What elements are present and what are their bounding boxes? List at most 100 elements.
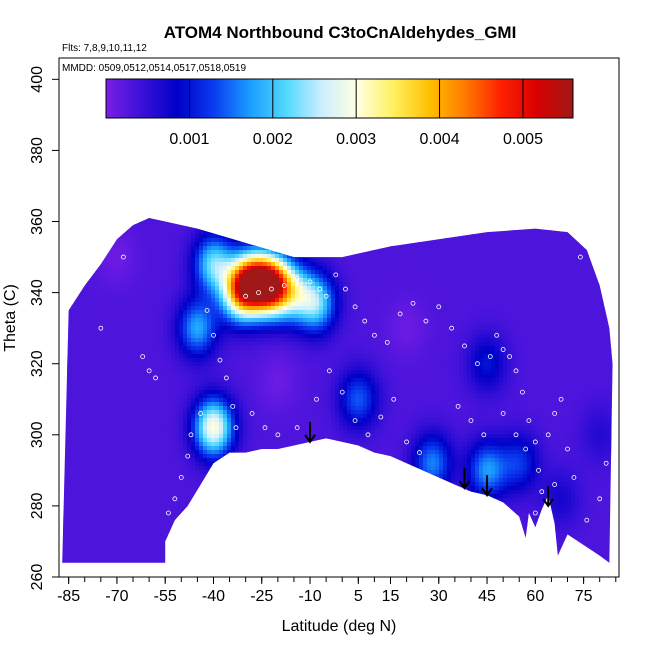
field-cell <box>275 194 279 198</box>
field-cell <box>303 66 307 70</box>
field-cell <box>391 74 395 78</box>
field-cell <box>603 110 607 114</box>
field-cell <box>231 74 235 78</box>
field-cell <box>267 170 271 174</box>
field-cell <box>163 190 167 194</box>
field-cell <box>111 158 115 162</box>
field-cell <box>427 182 431 186</box>
field-cell <box>579 106 583 110</box>
field-cell <box>595 66 599 70</box>
field-cell <box>231 158 235 162</box>
field-cell <box>123 190 127 194</box>
field-cell <box>311 66 315 70</box>
field-cell <box>67 118 71 122</box>
field-cell <box>167 174 171 178</box>
field-cell <box>219 150 223 154</box>
field-cell <box>95 138 99 142</box>
field-cell <box>223 118 227 122</box>
field-cell <box>275 182 279 186</box>
field-cell <box>403 158 407 162</box>
field-cell <box>79 174 83 178</box>
field-cell <box>259 70 263 74</box>
field-cell <box>227 178 231 182</box>
field-cell <box>435 154 439 158</box>
field-cell <box>503 70 507 74</box>
field-cell <box>479 134 483 138</box>
field-cell <box>471 150 475 154</box>
field-cell <box>403 146 407 150</box>
field-cell <box>59 58 63 62</box>
field-cell <box>415 182 419 186</box>
field-cell <box>519 70 523 74</box>
field-cell <box>471 146 475 150</box>
field-cell <box>259 158 263 162</box>
field-cell <box>83 130 87 134</box>
field-cell <box>203 178 207 182</box>
field-cell <box>131 74 135 78</box>
field-cell <box>579 138 583 142</box>
field-cell <box>263 174 267 178</box>
field-cell <box>403 198 407 202</box>
field-cell <box>483 134 487 138</box>
field-cell <box>455 154 459 158</box>
field-cell <box>171 74 175 78</box>
field-cell <box>587 122 591 126</box>
field-cell <box>355 118 359 122</box>
field-cell <box>287 186 291 190</box>
field-cell <box>307 170 311 174</box>
field-cell <box>387 186 391 190</box>
field-cell <box>591 122 595 126</box>
field-cell <box>471 62 475 66</box>
field-cell <box>347 58 351 62</box>
field-cell <box>603 106 607 110</box>
field-cell <box>603 70 607 74</box>
field-cell <box>227 142 231 146</box>
field-cell <box>267 74 271 78</box>
field-cell <box>299 182 303 186</box>
field-cell <box>235 186 239 190</box>
field-cell <box>315 190 319 194</box>
field-cell <box>471 162 475 166</box>
field-cell <box>319 62 323 66</box>
field-cell <box>227 118 231 122</box>
field-cell <box>291 162 295 166</box>
field-cell <box>119 198 123 202</box>
field-cell <box>571 190 575 194</box>
field-cell <box>567 122 571 126</box>
field-cell <box>219 174 223 178</box>
field-cell <box>467 154 471 158</box>
field-cell <box>143 150 147 154</box>
field-cell <box>387 150 391 154</box>
field-cell <box>607 178 611 182</box>
field-cell <box>79 154 83 158</box>
field-cell <box>611 194 615 198</box>
field-cell <box>243 158 247 162</box>
field-cell <box>171 122 175 126</box>
field-cell <box>423 194 427 198</box>
field-cell <box>327 178 331 182</box>
field-cell <box>115 130 119 134</box>
field-cell <box>119 58 123 62</box>
field-cell <box>259 162 263 166</box>
field-cell <box>599 142 603 146</box>
field-cell <box>535 74 539 78</box>
field-cell <box>63 146 67 150</box>
field-cell <box>139 174 143 178</box>
field-cell <box>443 118 447 122</box>
field-cell <box>95 166 99 170</box>
field-cell <box>463 70 467 74</box>
field-cell <box>551 174 555 178</box>
field-cell <box>411 186 415 190</box>
field-cell <box>475 178 479 182</box>
field-cell <box>211 130 215 134</box>
field-cell <box>435 178 439 182</box>
field-cell <box>227 58 231 62</box>
field-cell <box>507 74 511 78</box>
field-cell <box>555 194 559 198</box>
field-cell <box>531 174 535 178</box>
field-cell <box>411 130 415 134</box>
field-cell <box>123 118 127 122</box>
field-cell <box>371 186 375 190</box>
field-cell <box>295 126 299 130</box>
field-cell <box>587 190 591 194</box>
